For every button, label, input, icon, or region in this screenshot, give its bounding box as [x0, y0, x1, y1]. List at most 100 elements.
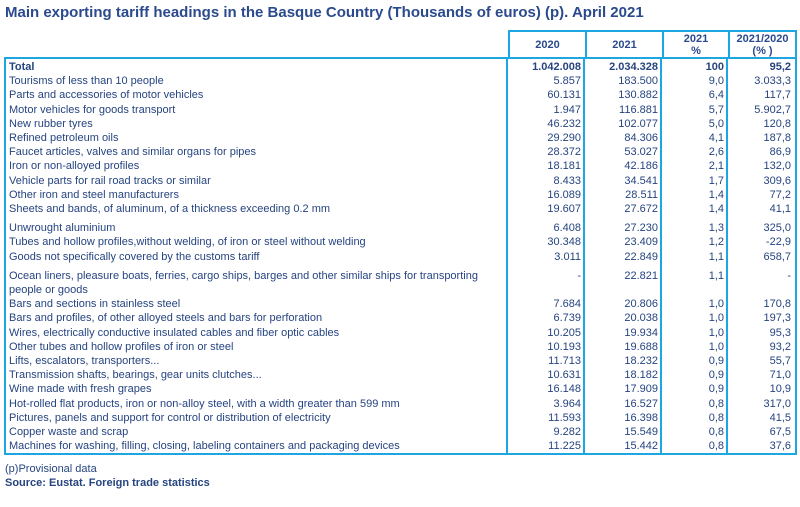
row-value-cell: 67,5	[769, 426, 791, 439]
row-value-cell: 6.408	[553, 222, 581, 235]
row-value-cell: 41,1	[769, 203, 791, 216]
row-value-cell: 23.409	[624, 236, 658, 249]
row-value-cell: 0,8	[708, 411, 724, 424]
row-value-cell: 28.511	[625, 188, 658, 201]
table-row: Pictures, panels and support for control…	[6, 411, 795, 425]
row-value-cell: 9.282	[553, 426, 581, 439]
table-row: Copper waste and scrap 9.282 15.549 0,8 67,5	[6, 425, 795, 439]
table-row: Motor vehicles for goods transport 1.947 1…	[6, 103, 795, 117]
row-value-cell: 2,1	[708, 160, 724, 173]
row-label-cell: Pictures, panels and support for control…	[9, 411, 331, 424]
row-value-cell: 86,9	[769, 146, 791, 159]
row-label-cell: Bars and profiles, of other alloyed stee…	[9, 312, 323, 325]
table-row: New rubber tyres 46.232 102.077 5,0 120,8	[6, 117, 795, 131]
row-value-cell: 16.527	[624, 397, 658, 410]
page-title: Main exporting tariff headings in the Ba…	[5, 4, 644, 21]
row-label-cell: Copper waste and scrap	[9, 426, 129, 439]
row-value-cell: 1,1	[708, 250, 724, 263]
row-value-cell: 187,8	[763, 132, 791, 145]
table-row: Parts and accessories of motor vehicles 6…	[6, 88, 795, 102]
table-row: Machines for washing, filling, closing, …	[6, 439, 795, 453]
row-label-cell: Other tubes and hollow profiles of iron …	[9, 340, 234, 353]
row-value-cell: 55,7	[769, 355, 791, 368]
footnote-provisional: (p)Provisional data	[5, 463, 97, 475]
column-separator	[583, 59, 585, 453]
row-value-cell: 325,0	[763, 222, 791, 235]
row-value-cell: 116.881	[619, 103, 658, 116]
row-value-cell: 18.182	[624, 369, 658, 382]
row-value-cell: 4,1	[708, 132, 724, 145]
row-value-cell: 170,8	[763, 298, 791, 311]
row-value-cell: -	[577, 269, 581, 282]
table-row: Tubes and hollow profiles,without weldin…	[6, 235, 795, 249]
row-label-cell: Parts and accessories of motor vehicles	[9, 89, 204, 102]
row-label-cell: Transmission shafts, bearings, gear unit…	[9, 369, 262, 382]
row-value-cell: 1,4	[708, 203, 724, 216]
row-value-cell: 0,8	[708, 397, 724, 410]
row-value-cell: 1.947	[553, 103, 581, 116]
table-row: Sheets and bands, of aluminum, of a thic…	[6, 202, 795, 216]
table-row: Bars and profiles, of other alloyed stee…	[6, 311, 795, 325]
table-row: Unwrought aluminium 6.408 27.230 1,3 325,0	[6, 221, 795, 235]
row-value-cell: 37,6	[769, 440, 791, 453]
table-body-rows: Total 1.042.008 2.034.328 100 95,2 Tourisms o…	[6, 59, 795, 453]
row-value-cell: 1,0	[708, 340, 724, 353]
table-row: Lifts, escalators, transporters... 11.713…	[6, 354, 795, 368]
row-value-cell: 15.549	[624, 426, 658, 439]
table-row: Wine made with fresh grapes 16.148 17.909 0…	[6, 382, 795, 396]
row-value-cell: 18.232	[624, 355, 658, 368]
row-value-cell: 19.934	[624, 326, 658, 339]
table-row: Transmission shafts, bearings, gear unit…	[6, 368, 795, 382]
row-value-cell: 5.857	[553, 75, 581, 88]
footnote-source: Source: Eustat. Foreign trade statistics	[5, 477, 210, 489]
row-value-cell: 46.232	[547, 117, 581, 130]
row-label-cell: Hot-rolled flat products, iron or non-al…	[9, 397, 400, 410]
row-value-cell: 1,0	[708, 326, 724, 339]
row-value-cell: 2,6	[708, 146, 724, 159]
table-row: Faucet articles, valves and similar orga…	[6, 145, 795, 159]
column-header-2020: 2020	[508, 30, 585, 57]
table-row: Total 1.042.008 2.034.328 100 95,2	[6, 60, 795, 74]
row-value-cell: 10.193	[547, 340, 581, 353]
row-value-cell: 6,4	[708, 89, 724, 102]
row-value-cell: 18.181	[547, 160, 581, 173]
table-body: Total 1.042.008 2.034.328 100 95,2 Tourisms o…	[4, 57, 797, 455]
row-value-cell: 1,2	[708, 236, 724, 249]
row-value-cell: 183.500	[618, 75, 658, 88]
row-value-cell: 6.739	[553, 312, 581, 325]
row-value-cell: 3.011	[554, 250, 581, 263]
row-label-cell: Unwrought aluminium	[9, 222, 116, 235]
row-value-cell: 28.372	[547, 146, 581, 159]
table-row: Vehicle parts for rail road tracks or si…	[6, 174, 795, 188]
row-label-cell: Motor vehicles for goods transport	[9, 103, 176, 116]
row-label-cell: Iron or non-alloyed profiles	[9, 160, 140, 173]
row-value-cell: 0,9	[708, 369, 724, 382]
row-value-cell: 10.205	[547, 326, 581, 339]
row-value-cell: 95,2	[769, 61, 791, 73]
row-value-cell: 9,0	[708, 75, 724, 88]
row-value-cell: 19.607	[547, 203, 581, 216]
row-value-cell: 15.442	[624, 440, 658, 453]
row-label-cell: Vehicle parts for rail road tracks or si…	[9, 174, 211, 187]
row-value-cell: 41,5	[769, 411, 791, 424]
row-value-cell: 1,3	[708, 222, 724, 235]
row-value-cell: 30.348	[547, 236, 581, 249]
row-label-cell: Other iron and steel manufacturers	[9, 188, 179, 201]
row-value-cell: 658,7	[763, 250, 791, 263]
row-value-cell: 11.593	[548, 411, 581, 424]
row-value-cell: 0,9	[708, 355, 724, 368]
row-value-cell: 27.672	[624, 203, 658, 216]
row-value-cell: 317,0	[763, 397, 791, 410]
row-value-cell: 84.306	[624, 132, 658, 145]
row-value-cell: -	[787, 269, 791, 282]
row-value-cell: 20.038	[624, 312, 658, 325]
row-value-cell: 42.186	[624, 160, 658, 173]
row-label-cell: Machines for washing, filling, closing, …	[9, 440, 400, 453]
table-row: Other iron and steel manufacturers 16.089…	[6, 188, 795, 202]
row-value-cell: 10.631	[547, 369, 581, 382]
table-row: Hot-rolled flat products, iron or non-al…	[6, 397, 795, 411]
row-value-cell: 8.433	[553, 174, 581, 187]
table-row: Tourisms of less than 10 people 5.857 183.…	[6, 74, 795, 88]
row-value-cell: 1,0	[708, 312, 724, 325]
row-value-cell: 2.034.328	[609, 61, 658, 73]
